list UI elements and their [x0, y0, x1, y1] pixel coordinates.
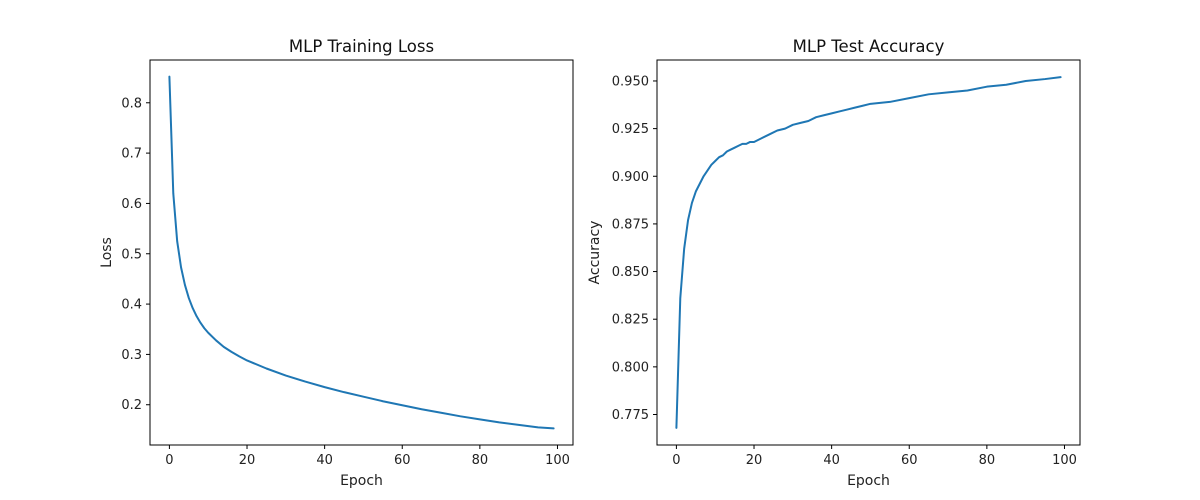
y-axis-ticks: 0.2 0.3 0.4 0.5 0.6 0.7 0.8 [121, 96, 150, 413]
x-axis-label: Epoch [340, 473, 383, 489]
x-tick-label: 60 [394, 453, 411, 468]
x-tick-label: 100 [545, 453, 570, 468]
x-tick-label: 100 [1052, 453, 1077, 468]
x-tick-label: 40 [823, 453, 840, 468]
x-axis-ticks: 0 20 40 60 80 100 [165, 445, 570, 468]
x-axis-ticks: 0 20 40 60 80 100 [672, 445, 1077, 468]
y-tick-label: 0.4 [121, 298, 142, 313]
series-line [675, 76, 1062, 429]
y-axis-label: Accuracy [587, 221, 603, 285]
y-tick-label: 0.875 [612, 217, 649, 232]
x-tick-label: 20 [746, 453, 763, 468]
x-tick-label: 80 [472, 453, 489, 468]
chart-title: MLP Test Accuracy [793, 37, 945, 56]
x-axis-label: Epoch [847, 473, 890, 489]
chart-marks [168, 75, 555, 430]
y-tick-label: 0.3 [121, 348, 142, 363]
plot-frame [149, 59, 574, 446]
y-tick-label: 0.6 [121, 197, 142, 212]
x-tick-label: 0 [672, 453, 680, 468]
chart-marks [675, 76, 1062, 429]
y-axis-ticks: 0.775 0.800 0.825 0.850 0.875 0.900 0.925 0.950 [612, 74, 657, 423]
y-tick-label: 0.900 [612, 170, 649, 185]
y-tick-label: 0.950 [612, 74, 649, 89]
x-tick-label: 60 [901, 453, 918, 468]
y-tick-label: 0.775 [612, 408, 649, 423]
y-tick-label: 0.8 [121, 96, 142, 111]
y-axis-label: Loss [99, 237, 115, 268]
chart-training-loss: MLP Training Loss 0 20 40 60 80 100 0.2 0.3 0.4… [99, 37, 574, 489]
y-tick-label: 0.850 [612, 265, 649, 280]
y-tick-label: 0.800 [612, 360, 649, 375]
series-line [168, 75, 555, 430]
x-tick-label: 20 [239, 453, 256, 468]
chart-title: MLP Training Loss [289, 37, 434, 56]
x-tick-label: 0 [165, 453, 173, 468]
plot-frame [656, 59, 1081, 446]
x-tick-label: 80 [979, 453, 996, 468]
y-tick-label: 0.7 [121, 147, 142, 162]
y-tick-label: 0.825 [612, 313, 649, 328]
chart-test-accuracy: MLP Test Accuracy 0 20 40 60 80 100 0.775 0.80… [587, 37, 1081, 489]
y-tick-label: 0.5 [121, 247, 142, 262]
y-tick-label: 0.925 [612, 122, 649, 137]
x-tick-label: 40 [316, 453, 333, 468]
y-tick-label: 0.2 [121, 398, 142, 413]
